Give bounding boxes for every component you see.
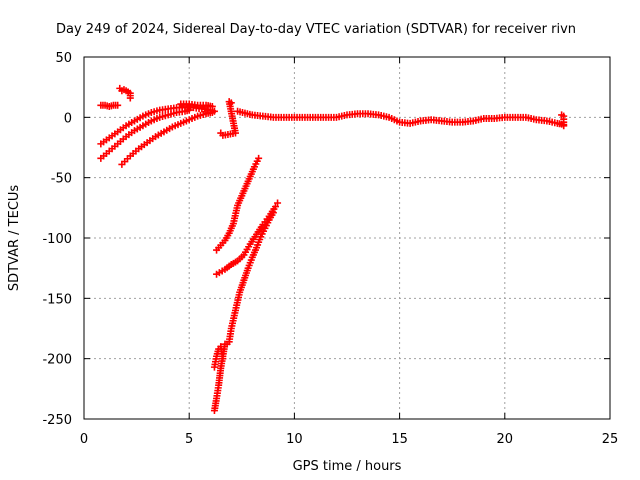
data-point — [208, 102, 216, 110]
chart-title: Day 249 of 2024, Sidereal Day-to-day VTE… — [56, 22, 576, 37]
data-point — [114, 101, 122, 109]
y-tick-label: -250 — [42, 413, 72, 428]
x-tick-label: 25 — [602, 432, 619, 447]
data-point — [208, 109, 216, 117]
data-point — [185, 106, 193, 114]
data-point — [271, 203, 279, 211]
x-tick-label: 0 — [80, 432, 88, 447]
x-tick-label: 10 — [286, 432, 303, 447]
x-tick-label: 5 — [185, 432, 193, 447]
plot-frame — [83, 56, 611, 420]
axis-ticks: 0 5 10 15 20 25 50 0 -50 -100 -150 -200 -250 — [42, 51, 618, 447]
data-point — [219, 355, 227, 363]
data-point — [255, 154, 263, 162]
x-tick-label: 15 — [391, 432, 408, 447]
y-axis-label: SDTVAR / TECUs — [7, 185, 22, 292]
data-point — [227, 99, 235, 107]
data-point — [269, 209, 277, 217]
y-tick-label: -50 — [51, 172, 72, 187]
data-points — [97, 84, 568, 415]
data-point — [274, 199, 282, 207]
y-tick-label: -150 — [42, 292, 72, 307]
y-tick-label: -200 — [42, 353, 72, 368]
data-point — [560, 122, 568, 130]
y-tick-label: 0 — [64, 111, 72, 126]
y-tick-label: -100 — [42, 232, 72, 247]
y-tick-label: 50 — [55, 51, 72, 66]
x-axis-label: GPS time / hours — [293, 459, 402, 474]
data-point — [126, 94, 134, 102]
x-tick-label: 20 — [497, 432, 514, 447]
